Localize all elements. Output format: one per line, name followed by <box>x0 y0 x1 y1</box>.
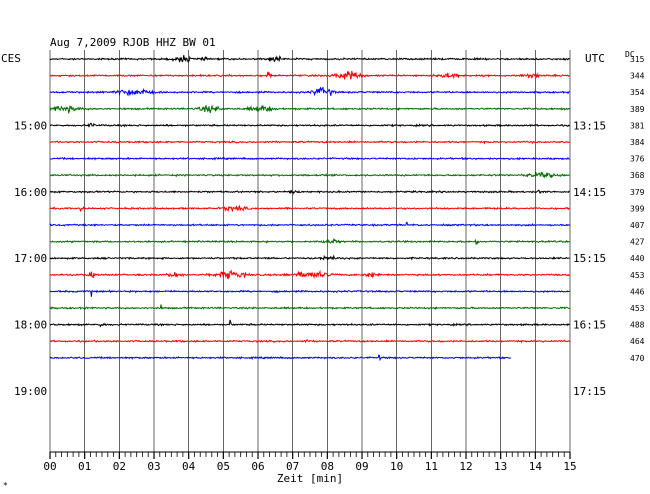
dc-value: 453 <box>630 304 645 313</box>
x-tick-label: 04 <box>182 460 196 473</box>
dc-value: 399 <box>630 204 645 213</box>
right-hour-label: 15:15 <box>573 252 606 265</box>
dc-value: 368 <box>630 171 645 180</box>
seismic-trace-15 <box>49 289 570 297</box>
dc-value: 488 <box>630 321 645 330</box>
seismic-trace-8 <box>49 171 570 179</box>
corner-mark: * <box>3 481 8 490</box>
dc-value: 453 <box>630 271 645 280</box>
left-hour-label: 17:00 <box>14 252 47 265</box>
x-tick-label: 12 <box>459 460 472 473</box>
dc-value: 315 <box>630 55 645 64</box>
seismic-trace-17 <box>49 319 570 328</box>
x-tick-label: 10 <box>390 460 403 473</box>
left-hour-label: 18:00 <box>14 319 47 332</box>
right-hour-label: 16:15 <box>573 319 606 332</box>
right-hour-label: 14:15 <box>573 186 606 199</box>
x-tick-label: 06 <box>251 460 264 473</box>
dc-value: 440 <box>630 254 645 263</box>
right-timezone-label: UTC <box>585 52 605 65</box>
left-timezone-label: CES <box>1 52 21 65</box>
dc-value: 384 <box>630 138 645 147</box>
x-axis <box>49 451 571 459</box>
dc-value: 407 <box>630 221 645 230</box>
dc-label: DC <box>625 50 635 59</box>
seismic-trace-9 <box>49 189 570 196</box>
x-tick-label: 02 <box>113 460 126 473</box>
seismic-trace-13 <box>49 254 570 261</box>
dc-value: 376 <box>630 155 645 164</box>
dc-value: 344 <box>630 72 645 81</box>
left-hour-label: 19:00 <box>14 385 47 398</box>
right-hour-label: 13:15 <box>573 119 606 132</box>
seismic-trace-16 <box>49 304 570 311</box>
seismic-trace-6 <box>49 140 570 145</box>
seismic-trace-14 <box>49 269 570 280</box>
seismic-trace-18 <box>49 339 571 344</box>
right-hour-label: 17:15 <box>573 385 606 398</box>
x-tick-label: 00 <box>43 460 56 473</box>
dc-value: 427 <box>630 238 645 247</box>
x-tick-label: 15 <box>563 460 576 473</box>
x-tick-label: 05 <box>217 460 230 473</box>
x-tick-label: 01 <box>78 460 91 473</box>
left-hour-label: 15:00 <box>14 119 47 132</box>
x-tick-label: 08 <box>321 460 334 473</box>
seismic-trace-1 <box>49 55 570 63</box>
seismic-trace-3 <box>49 86 570 97</box>
seismic-trace-19 <box>49 354 512 362</box>
dc-value: 389 <box>630 105 645 114</box>
x-axis-label: Zeit [min] <box>277 472 343 485</box>
seismic-trace-5 <box>49 122 570 128</box>
seismic-trace-11 <box>49 221 570 228</box>
dc-value: 446 <box>630 287 645 296</box>
grid-lines <box>49 50 571 452</box>
chart-title: Aug 7,2009 RJOB HHZ BW 01 <box>50 36 216 49</box>
seismic-trace-10 <box>49 204 570 213</box>
dc-value: 381 <box>630 121 645 130</box>
x-tick-label: 07 <box>286 460 299 473</box>
seismic-trace-7 <box>49 156 570 161</box>
dc-value: 464 <box>630 337 645 346</box>
dc-value: 379 <box>630 188 645 197</box>
dc-value: 470 <box>630 354 645 363</box>
x-tick-label: 03 <box>147 460 160 473</box>
x-tick-label: 09 <box>355 460 368 473</box>
seismic-trace-4 <box>49 104 571 115</box>
x-tick-label: 14 <box>529 460 543 473</box>
dc-value: 354 <box>630 88 645 97</box>
left-hour-label: 16:00 <box>14 186 47 199</box>
trace-group <box>49 55 571 362</box>
x-tick-label: 13 <box>494 460 507 473</box>
x-tick-label: 11 <box>425 460 438 473</box>
axis-labels: 00 01 02 03 04 05 06 07 08 09 10 11 12 13 14 15 15:00 16:… <box>14 55 645 473</box>
seismic-trace-12 <box>49 238 570 245</box>
seismic-trace-2 <box>49 70 570 80</box>
